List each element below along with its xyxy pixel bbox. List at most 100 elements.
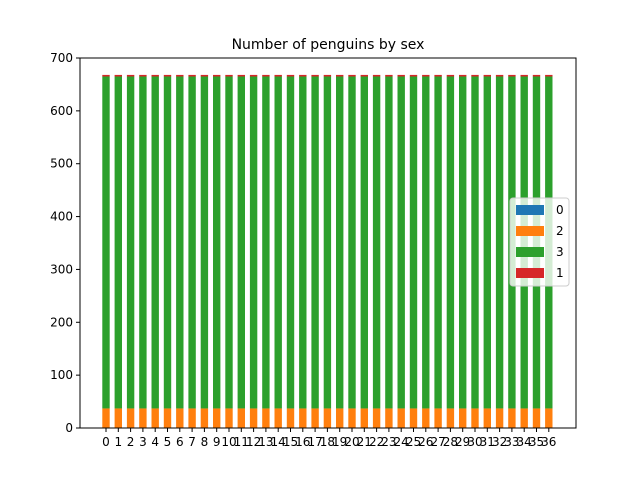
bar-segment-30-series-2	[471, 408, 479, 428]
bar-segment-21-series-2	[360, 408, 368, 428]
bar-segment-36-series-1	[545, 74, 553, 77]
bar-segment-8-series-3	[200, 76, 209, 409]
y-tick-label: 700	[50, 51, 73, 65]
x-tick-label: 11	[234, 435, 249, 449]
bar-segment-35-series-1	[532, 74, 541, 77]
legend-label-0: 0	[556, 203, 564, 217]
x-tick-label: 4	[151, 435, 159, 449]
y-axis: 0 100 200 300 400 500 600 700	[50, 51, 80, 435]
x-tick-label: 32	[492, 435, 507, 449]
bar-segment-27-series-2	[434, 408, 442, 428]
bar-segment-25-series-3	[409, 76, 418, 409]
legend-swatch-2	[516, 226, 544, 236]
bar-segment-9-series-2	[213, 408, 221, 428]
bar-segment-17-series-3	[311, 76, 319, 409]
bar-segment-23-series-1	[385, 74, 393, 77]
bar-segment-2-series-3	[126, 76, 135, 409]
bar-segment-31-series-2	[483, 408, 491, 428]
bar-segment-21-series-3	[360, 76, 368, 409]
bar-segment-9-series-3	[213, 76, 221, 409]
bar-segment-22-series-2	[372, 408, 381, 428]
bar-segment-14-series-2	[274, 408, 282, 428]
legend-label-3: 3	[556, 245, 564, 259]
bar-segment-20-series-1	[348, 74, 356, 77]
bar-segment-12-series-2	[249, 408, 258, 428]
x-tick-label: 30	[467, 435, 482, 449]
bar-segment-22-series-1	[372, 74, 381, 77]
bar-segment-8-series-1	[200, 74, 209, 77]
bar-segment-10-series-3	[225, 76, 233, 409]
bar-segment-26-series-3	[422, 76, 430, 409]
bar-segment-23-series-2	[385, 408, 393, 428]
bar-segment-2-series-2	[126, 408, 135, 428]
y-tick-label: 200	[50, 315, 73, 329]
x-tick-label: 17	[307, 435, 322, 449]
x-tick-label: 7	[188, 435, 196, 449]
bar-segment-13-series-2	[262, 408, 270, 428]
bar-segment-4-series-1	[151, 74, 159, 77]
bar-segment-30-series-1	[471, 74, 479, 77]
x-tick-label: 24	[394, 435, 409, 449]
bar-segment-6-series-2	[176, 408, 184, 428]
bars-layer	[102, 74, 553, 428]
bar-segment-6-series-3	[176, 76, 184, 409]
bar-segment-15-series-1	[286, 74, 295, 77]
x-tick-label: 34	[517, 435, 532, 449]
bar-segment-33-series-2	[508, 408, 516, 428]
legend-swatch-1	[516, 268, 544, 278]
y-tick-label: 400	[50, 210, 73, 224]
x-tick-label: 19	[332, 435, 347, 449]
bar-segment-3-series-3	[139, 76, 147, 409]
bar-segment-24-series-2	[397, 408, 405, 428]
x-tick-label: 10	[221, 435, 236, 449]
bar-segment-11-series-2	[237, 408, 245, 428]
bar-segment-31-series-1	[483, 74, 491, 77]
bar-segment-9-series-1	[213, 74, 221, 77]
bar-segment-19-series-2	[336, 408, 344, 428]
bar-segment-22-series-3	[372, 76, 381, 409]
x-tick-label: 14	[271, 435, 286, 449]
x-tick-label: 0	[102, 435, 110, 449]
bar-segment-28-series-3	[446, 76, 455, 409]
bar-segment-14-series-1	[274, 74, 282, 77]
bar-segment-5-series-3	[163, 76, 172, 409]
bar-segment-19-series-1	[336, 74, 344, 77]
x-tick-label: 26	[418, 435, 433, 449]
bar-segment-32-series-2	[495, 408, 504, 428]
x-tick-label: 13	[258, 435, 273, 449]
x-tick-label: 1	[114, 435, 122, 449]
bar-segment-23-series-3	[385, 76, 393, 409]
bar-segment-32-series-1	[495, 74, 504, 77]
bar-segment-15-series-3	[286, 76, 295, 409]
bar-segment-27-series-1	[434, 74, 442, 77]
x-tick-label: 35	[529, 435, 544, 449]
bar-segment-1-series-1	[114, 74, 122, 77]
bar-segment-13-series-1	[262, 74, 270, 77]
bar-segment-0-series-1	[102, 74, 110, 77]
bar-segment-2-series-1	[126, 74, 135, 77]
legend-box	[509, 197, 570, 287]
bar-segment-8-series-2	[200, 408, 209, 428]
bar-segment-26-series-2	[422, 408, 430, 428]
y-tick-label: 600	[50, 104, 73, 118]
x-tick-label: 28	[443, 435, 458, 449]
bar-segment-33-series-1	[508, 74, 516, 77]
bar-segment-16-series-3	[299, 76, 307, 409]
bar-segment-29-series-3	[459, 76, 467, 409]
x-axis: 0 1 2 3 4 5 6 7 8 9 101112131415161718192021222324…	[102, 428, 556, 449]
bar-segment-20-series-2	[348, 408, 356, 428]
legend: 0 2 3 1	[509, 197, 570, 287]
bar-segment-15-series-2	[286, 408, 295, 428]
bar-segment-3-series-2	[139, 408, 147, 428]
bar-segment-32-series-3	[495, 76, 504, 409]
x-tick-label: 3	[139, 435, 147, 449]
bar-segment-0-series-3	[102, 76, 110, 409]
bar-segment-10-series-1	[225, 74, 233, 77]
bar-segment-27-series-3	[434, 76, 442, 409]
x-tick-label: 36	[541, 435, 556, 449]
y-tick-label: 100	[50, 368, 73, 382]
bar-segment-16-series-2	[299, 408, 307, 428]
bar-segment-29-series-1	[459, 74, 467, 77]
x-tick-label: 33	[504, 435, 519, 449]
bar-segment-21-series-1	[360, 74, 368, 77]
